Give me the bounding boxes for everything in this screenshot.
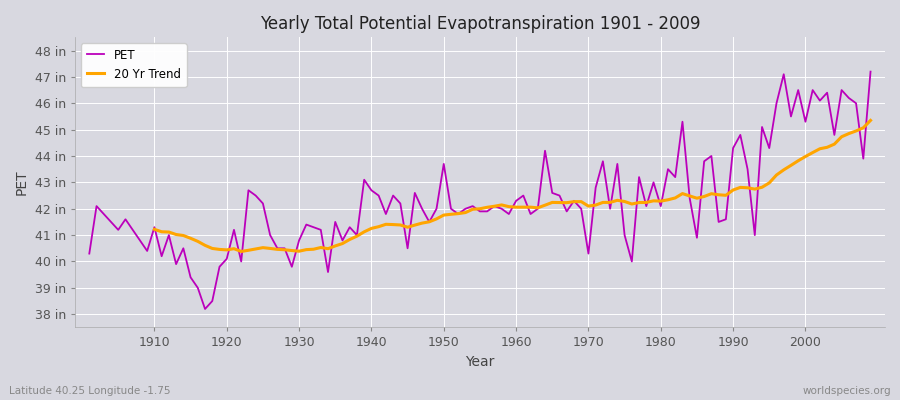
20 Yr Trend (293, 249, 304, 254)
Text: worldspecies.org: worldspecies.org (803, 386, 891, 396)
PET (200, 306, 211, 311)
PET (518, 193, 528, 198)
PET (142, 248, 153, 253)
Legend: PET, 20 Yr Trend: PET, 20 Yr Trend (81, 43, 186, 87)
20 Yr Trend (149, 227, 160, 232)
20 Yr Trend (322, 246, 333, 251)
Text: Latitude 40.25 Longitude -1.75: Latitude 40.25 Longitude -1.75 (9, 386, 170, 396)
Y-axis label: PET: PET (15, 170, 29, 195)
20 Yr Trend (814, 146, 825, 151)
X-axis label: Year: Year (465, 355, 495, 369)
PET (308, 225, 319, 230)
PET (84, 251, 94, 256)
PET (510, 198, 521, 203)
20 Yr Trend (236, 249, 247, 254)
PET (605, 206, 616, 211)
Line: PET: PET (89, 72, 870, 309)
20 Yr Trend (583, 204, 594, 208)
Line: 20 Yr Trend: 20 Yr Trend (155, 120, 870, 252)
PET (865, 69, 876, 74)
PET (352, 233, 363, 238)
20 Yr Trend (526, 205, 536, 210)
Title: Yearly Total Potential Evapotranspiration 1901 - 2009: Yearly Total Potential Evapotranspiratio… (260, 15, 700, 33)
20 Yr Trend (836, 134, 847, 139)
20 Yr Trend (865, 118, 876, 123)
